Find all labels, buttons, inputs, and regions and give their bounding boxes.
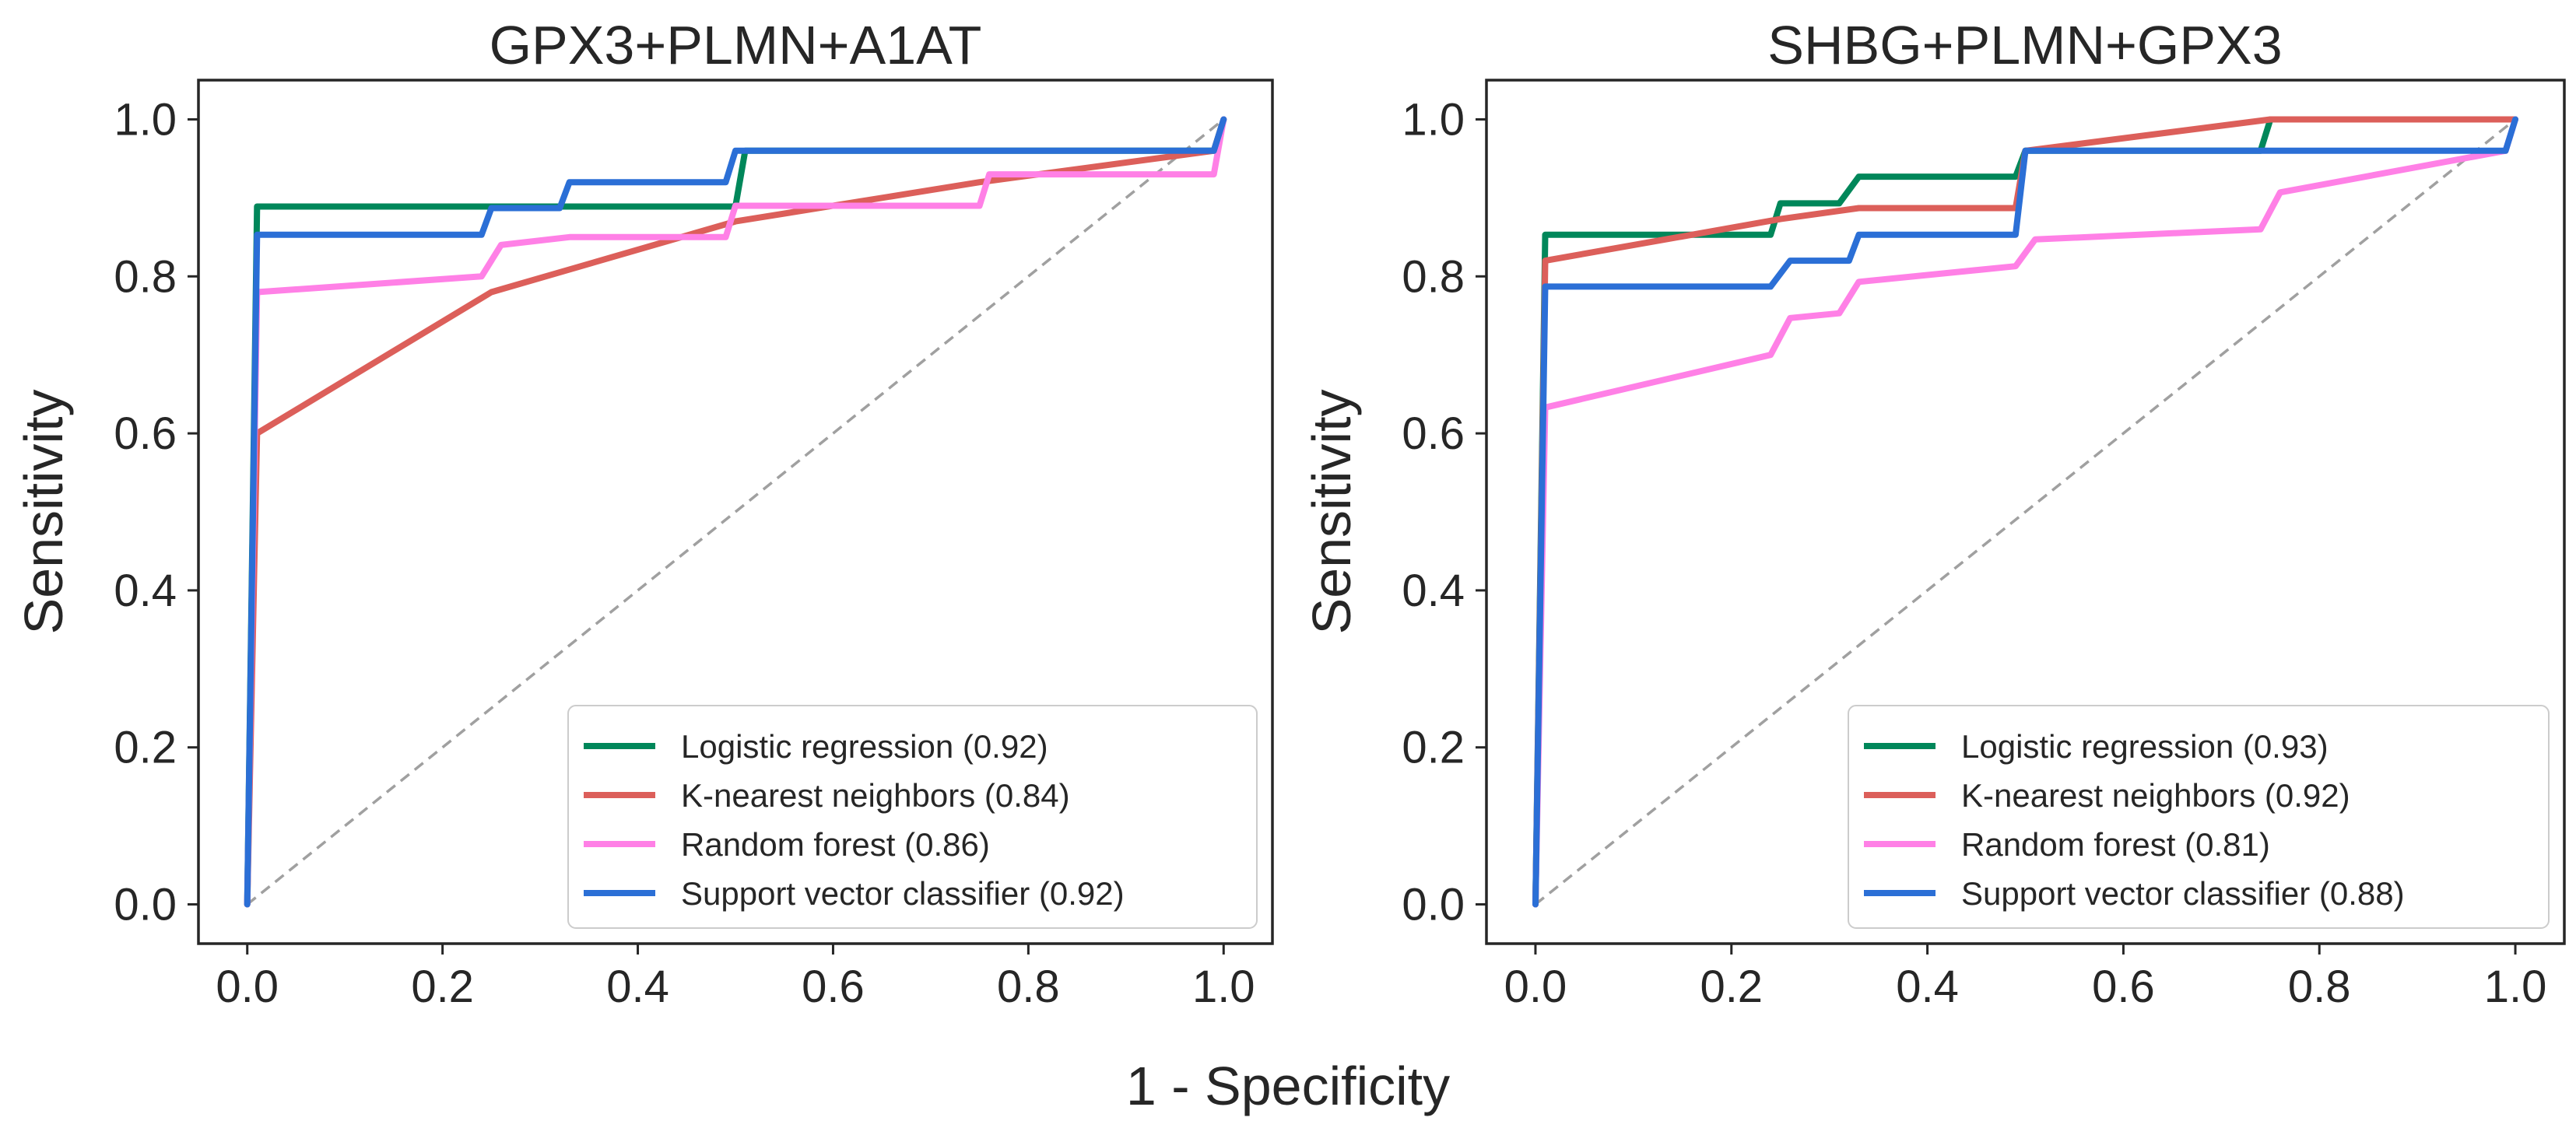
legend-label-rf: Random forest (0.81): [1961, 826, 2270, 863]
y-tick-label: 0.8: [1402, 251, 1465, 302]
y-axis-label: Sensitivity: [13, 389, 74, 634]
chance-diagonal-line: [246, 118, 1225, 906]
x-tick-label: 0.6: [802, 962, 865, 1012]
y-tick-label: 0.4: [114, 566, 177, 616]
roc-panel-1: GPX3+PLMN+A1AT Sensitivity 0.0 0.2 0.4 0.6 0.8…: [13, 15, 1274, 1012]
x-tick-label: 0.8: [997, 962, 1060, 1012]
y-tick-label: 0.4: [1402, 566, 1465, 616]
y-tick-label: 0.0: [1402, 880, 1465, 930]
x-tick-label: 0.4: [1896, 962, 1959, 1012]
y-tick-label: 0.6: [1402, 408, 1465, 459]
x-tick-label: 0.6: [2092, 962, 2155, 1012]
x-tick-label: 1.0: [1192, 962, 1255, 1012]
roc-curve-rf: [1532, 116, 2518, 908]
y-tick-label: 1.0: [1402, 94, 1465, 145]
legend-label-svc: Support vector classifier (0.92): [681, 875, 1125, 912]
legend-label-logistic: Logistic regression (0.92): [681, 728, 1048, 765]
y-tick-label: 1.0: [114, 94, 177, 145]
shared-x-axis-label: 1 - Specificity: [1126, 1056, 1450, 1116]
legend: Logistic regression (0.93) K-nearest neig…: [1848, 705, 2550, 929]
roc-panel-2: SHBG+PLMN+GPX3 Sensitivity 0.0 0.2 0.4 0.6 0.8…: [1301, 15, 2566, 1012]
legend-label-knn: K-nearest neighbors (0.84): [681, 777, 1070, 814]
x-tick-label: 0.2: [1700, 962, 1763, 1012]
y-axis-label: Sensitivity: [1301, 389, 1362, 634]
y-tick-label: 0.8: [114, 251, 177, 302]
y-tick-label: 0.2: [114, 723, 177, 773]
x-tick-label: 0.0: [1504, 962, 1567, 1012]
x-tick-label: 0.2: [411, 962, 474, 1012]
y-tick-label: 0.2: [1402, 723, 1465, 773]
x-tick-label: 0.0: [216, 962, 279, 1012]
legend-label-svc: Support vector classifier (0.88): [1961, 875, 2405, 912]
plot-frame: [1485, 79, 2566, 945]
legend-box: [567, 705, 1258, 929]
roc-curve-knn: [1532, 116, 2518, 908]
y-tick-label: 0.6: [114, 408, 177, 459]
roc-curve-svc: [244, 116, 1227, 908]
roc-curve-rf: [244, 116, 1227, 908]
legend: Logistic regression (0.92) K-nearest neig…: [567, 705, 1258, 929]
y-tick-label: 0.0: [114, 880, 177, 930]
legend-label-rf: Random forest (0.86): [681, 826, 990, 863]
x-tick-label: 1.0: [2484, 962, 2547, 1012]
panel-title: SHBG+PLMN+GPX3: [1767, 15, 2282, 75]
x-tick-label: 0.8: [2288, 962, 2351, 1012]
roc-curve-svc: [1532, 116, 2518, 908]
legend-label-logistic: Logistic regression (0.93): [1961, 728, 2329, 765]
chance-diagonal-line: [1534, 118, 2517, 906]
plot-frame: [197, 79, 1274, 945]
legend-label-knn: K-nearest neighbors (0.92): [1961, 777, 2350, 814]
legend-box: [1848, 705, 2550, 929]
x-tick-label: 0.4: [606, 962, 669, 1012]
panel-title: GPX3+PLMN+A1AT: [490, 15, 982, 75]
